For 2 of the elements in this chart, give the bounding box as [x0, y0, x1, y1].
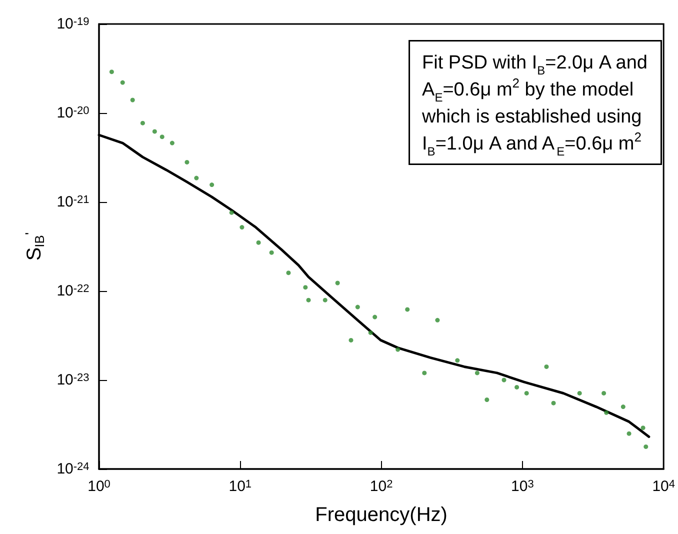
x-axis-title: Frequency(Hz) [315, 504, 448, 526]
y-axis-title: SIB' [22, 232, 47, 261]
